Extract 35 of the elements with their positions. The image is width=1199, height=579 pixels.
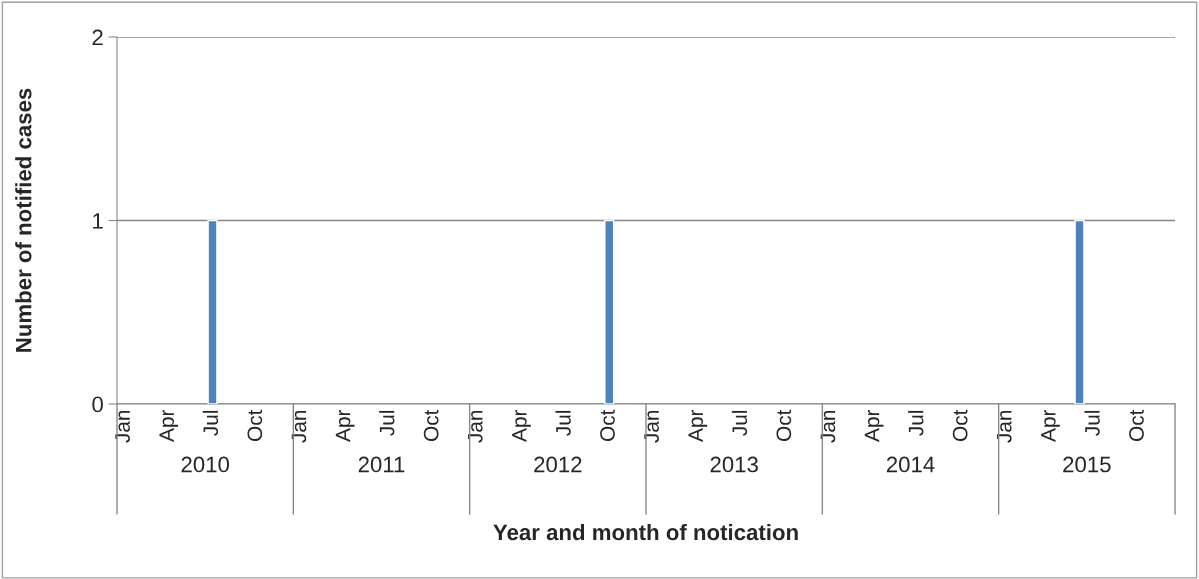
x-tick-label: Oct	[423, 409, 439, 441]
x-tick-label: Jul	[555, 410, 571, 436]
x-tick-label: Jan	[291, 410, 307, 443]
text: 2012	[534, 456, 582, 473]
text: 2015	[1063, 456, 1111, 473]
x-tick-label: Jan	[115, 410, 130, 443]
x-tick-label: Apr	[688, 409, 708, 442]
x-tick-label: Jul	[1084, 410, 1100, 436]
text: 2013	[710, 456, 758, 473]
x-tick-label: Oct	[247, 409, 263, 441]
x-tick-label: Jul	[202, 410, 219, 436]
x-tick-label: Apr	[159, 409, 179, 442]
text: 2010	[181, 456, 230, 473]
y-tick-label: 1	[93, 213, 103, 229]
text: 2011	[358, 456, 405, 473]
x-tick-label: Jul	[731, 410, 748, 436]
x-tick-label: Oct	[1129, 409, 1144, 441]
x-tick-label: Jan	[820, 410, 836, 443]
x-tick-label: Apr	[1041, 409, 1060, 442]
x-tick-label: Apr	[512, 409, 531, 442]
x-tick-label: Jan	[644, 410, 659, 443]
x-axis-title: Year and month of notication	[493, 523, 798, 541]
x-tick-label: Apr	[335, 409, 355, 442]
x-tick-label: Jan	[468, 410, 483, 443]
text: 2014	[886, 456, 935, 473]
y-tick-label: 2	[92, 29, 103, 46]
x-tick-label: Jan	[997, 410, 1012, 443]
x-tick-label: Oct	[952, 409, 968, 441]
x-tick-label: Oct	[600, 409, 615, 441]
x-tick-label: Apr	[864, 409, 884, 442]
x-tick-label: Jul	[379, 410, 395, 436]
y-axis-title: Number of notified cases	[15, 88, 32, 352]
x-tick-label: Jul	[908, 410, 924, 436]
x-tick-label: Oct	[776, 409, 792, 441]
y-tick-label: 0	[92, 396, 103, 413]
